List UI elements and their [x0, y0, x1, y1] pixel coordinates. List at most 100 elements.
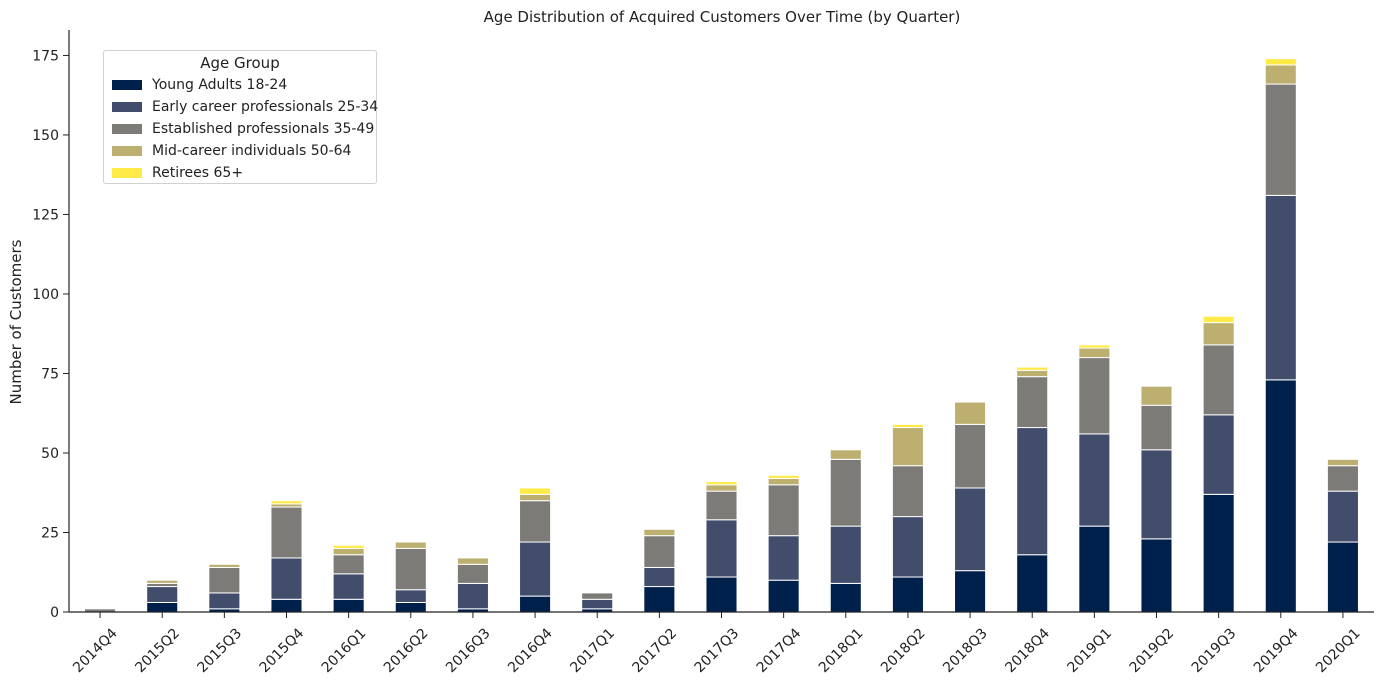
y-axis-label: Number of Customers [7, 239, 25, 404]
bar-segment [643, 586, 676, 613]
bar-segment [643, 566, 676, 588]
bar-segment [829, 582, 862, 613]
bar-segment [643, 528, 676, 537]
bar-segment [1202, 493, 1235, 613]
bar-segment [332, 547, 365, 556]
bar-segment [581, 592, 614, 600]
legend-label: Mid-career individuals 50-64 [152, 143, 352, 159]
bar-segment [1016, 427, 1049, 556]
bar-segment [519, 487, 552, 495]
y-tick-label: 150 [32, 128, 59, 144]
chart-title: Age Distribution of Acquired Customers O… [484, 8, 961, 26]
legend-label: Young Adults 18-24 [152, 77, 288, 93]
bar-segment [519, 595, 552, 613]
legend-item: Early career professionals 25-34 [112, 98, 378, 116]
bar-segment [829, 458, 862, 527]
x-tick-label: 2020Q1 [1313, 625, 1364, 676]
y-tick-label: 25 [41, 525, 59, 541]
bar-segment [332, 598, 365, 613]
bar-segment [270, 500, 303, 505]
bar-segment [891, 423, 924, 429]
x-tick-label: 2018Q1 [816, 625, 867, 676]
bar-segment [394, 547, 427, 591]
bar-segment [1078, 433, 1111, 527]
x-tick-label: 2019Q3 [1189, 625, 1240, 676]
bar-segment [954, 487, 987, 572]
bar-segment [1264, 64, 1297, 85]
bar-segment [270, 506, 303, 559]
x-tick-label: 2014Q4 [70, 625, 121, 676]
y-tick-label: 125 [32, 207, 59, 223]
bar-segment [829, 449, 862, 460]
bar-segment [581, 598, 614, 610]
bar-segment [146, 586, 179, 603]
x-tick-label: 2016Q1 [319, 625, 370, 676]
bar-segment [208, 592, 241, 610]
bar-segment [705, 576, 738, 613]
bar-segment [954, 401, 987, 425]
bar-segment [1202, 322, 1235, 346]
legend-swatch [112, 146, 142, 156]
legend-item: Mid-career individuals 50-64 [112, 142, 351, 160]
bar-segment [1078, 344, 1111, 349]
bars-layer [84, 58, 1359, 613]
legend-swatch [112, 80, 142, 90]
bar-segment [1016, 554, 1049, 613]
bar-segment [394, 541, 427, 549]
bar-segment [146, 579, 179, 584]
bar-segment [456, 557, 489, 565]
bar-segment [270, 598, 303, 613]
y-tick-label: 100 [32, 287, 59, 303]
bar-segment [1264, 58, 1297, 66]
bar-segment [332, 573, 365, 600]
bar-segment [1140, 538, 1173, 613]
bar-segment [1326, 490, 1359, 543]
x-tick-label: 2019Q4 [1251, 625, 1302, 676]
legend-item: Established professionals 35-49 [112, 120, 374, 138]
bar-segment [1016, 376, 1049, 429]
x-tick-label: 2017Q2 [630, 625, 681, 676]
x-tick-label: 2018Q3 [940, 625, 991, 676]
x-tick-label: 2016Q2 [381, 625, 432, 676]
bar-segment [394, 601, 427, 613]
bar-segment [519, 493, 552, 502]
legend-label: Early career professionals 25-34 [152, 99, 379, 115]
bar-segment [1202, 344, 1235, 416]
bar-segment [332, 544, 365, 549]
bar-segment [891, 516, 924, 578]
legend-title: Age Group [200, 54, 280, 72]
bar-segment [954, 423, 987, 489]
bar-segment [1078, 525, 1111, 613]
bar-segment [1016, 366, 1049, 371]
legend-label: Retirees 65+ [152, 165, 244, 181]
bar-segment [394, 589, 427, 603]
legend: Age Group Young Adults 18-24 Early career… [103, 50, 378, 184]
bar-segment [767, 477, 800, 486]
bar-segment [767, 535, 800, 581]
x-tick-label: 2017Q4 [754, 625, 805, 676]
bar-segment [829, 525, 862, 584]
bar-segment [767, 474, 800, 479]
x-tick-label: 2016Q3 [443, 625, 494, 676]
bar-segment [1140, 404, 1173, 451]
bar-segment [891, 576, 924, 613]
bar-segment [954, 570, 987, 613]
bar-segment [767, 484, 800, 537]
legend-label: Established professionals 35-49 [152, 121, 375, 137]
y-tick-label: 50 [41, 446, 59, 462]
bar-segment [456, 582, 489, 610]
bar-segment [1140, 385, 1173, 406]
bar-segment [1326, 541, 1359, 613]
y-tick-label: 75 [41, 366, 59, 382]
bar-segment [891, 465, 924, 518]
bar-segment [643, 535, 676, 568]
y-tick-label: 0 [50, 605, 59, 621]
bar-segment [1264, 194, 1297, 381]
bar-segment [1202, 414, 1235, 495]
bar-segment [456, 563, 489, 584]
bar-segment [1078, 357, 1111, 435]
bar-segment [1140, 449, 1173, 540]
bar-segment [208, 563, 241, 568]
legend-swatch [112, 102, 142, 112]
